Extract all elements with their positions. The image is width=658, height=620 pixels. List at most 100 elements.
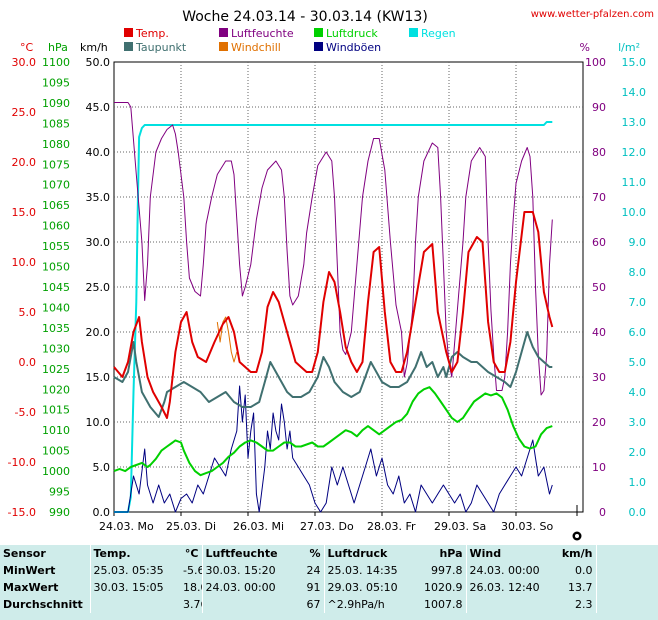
series-line-luftfeuchte	[114, 102, 553, 396]
stats-humidity-time: 30.03. 15:20	[201, 562, 302, 579]
axis-tick-pressure: 1040	[42, 301, 70, 314]
series-line-taupunkt	[113, 331, 553, 418]
axis-tick-humidity: 70	[592, 191, 606, 204]
stats-temp-time: 30.03. 15:05	[89, 579, 180, 596]
axis-tick-temp: 20.0	[12, 156, 37, 169]
stats-temp-value: -5.6	[183, 564, 202, 577]
series-line-regen	[114, 121, 553, 513]
axis-tick-rain: 6.0	[629, 326, 647, 339]
axis-tick-pressure: 1050	[42, 261, 70, 274]
axis-tick-pressure: 1030	[42, 342, 70, 355]
stats-spacer	[595, 596, 658, 613]
axis-tick-humidity: 80	[592, 146, 606, 159]
axis-tick-rain: 11.0	[622, 176, 647, 189]
legend-label: Temp.	[135, 27, 169, 40]
stats-wind-value: 0.0	[575, 564, 593, 577]
x-tick-label: 29.03. Sa	[434, 520, 486, 533]
stats-pressure-time: ^2.9hPa/h	[323, 596, 414, 613]
axis-tick-humidity: 20	[592, 416, 606, 429]
axis-unit-labels: °C hPa km/h% l/m²	[20, 41, 640, 54]
axis-tick-rain: 2.0	[629, 446, 647, 459]
stats-humidity-value: 24	[306, 564, 321, 577]
stats-header-humidity: Luftfeuchte	[201, 545, 302, 562]
axis-tick-temp: 30.0	[12, 56, 37, 69]
stats-wind-value: 2.3	[575, 598, 593, 611]
axis-tick-temp: -15.0	[8, 506, 36, 519]
stats-temp-time	[89, 596, 180, 613]
series-line-luftdruck	[113, 386, 553, 477]
axis-tick-pressure: 1035	[42, 322, 70, 335]
x-tick-label: 30.03. So	[501, 520, 553, 533]
site-link[interactable]: www.wetter-pfalzen.com	[531, 9, 654, 20]
axis-tick-wind: 50.0	[86, 56, 111, 69]
now-dot-ring	[575, 534, 579, 538]
stats-table: Sensor Temp. °C Luftfeuchte % Luftdruck …	[0, 545, 658, 620]
axis-tick-pressure: 990	[49, 506, 70, 519]
x-tick-label: 28.03. Fr	[367, 520, 416, 533]
right-axes: 100908070605040302010015.014.013.012.011…	[585, 56, 646, 519]
stats-humidity-time: 24.03. 00:00	[201, 579, 302, 596]
axis-tick-pressure: 1070	[42, 179, 70, 192]
axis-tick-wind: 10.0	[86, 416, 111, 429]
left-axes: 30.0 25.0 20.0 15.0 10.0 5.0 0.0 -5.0 -10.0 -15.0…	[8, 56, 110, 519]
axis-tick-humidity: 100	[585, 56, 606, 69]
stats-row-label: Durchschnitt	[3, 598, 83, 611]
weather-chart: Woche 24.03.14 - 30.03.14 (KW13) www.wet…	[8, 9, 654, 541]
axis-tick-temp: 5.0	[19, 306, 37, 319]
axis-tick-pressure: 1005	[42, 445, 70, 458]
stats-temp-time: 25.03. 05:35	[89, 562, 180, 579]
stats-spacer	[595, 562, 658, 579]
stats-pressure-time: 29.03. 05:10	[323, 579, 414, 596]
stats-wind-value: 13.7	[568, 581, 593, 594]
stats-row-min: MinWert 25.03. 05:35 -5.6 30.03. 15:20 2…	[0, 562, 658, 579]
axis-tick-pressure: 1020	[42, 383, 70, 396]
stats-header-wind: Wind	[465, 545, 546, 562]
stats-header-temp: Temp.	[89, 545, 180, 562]
axis-tick-temp: 25.0	[12, 106, 37, 119]
stats-humidity-value: 91	[306, 581, 321, 594]
axis-tick-rain: 4.0	[629, 386, 647, 399]
axis-tick-rain: 8.0	[629, 266, 647, 279]
axis-unit-rain: l/m²	[618, 41, 640, 54]
series-line-windben	[114, 385, 553, 513]
axis-unit-humidity: %	[580, 41, 590, 54]
stats-pressure-value: 997.8	[431, 564, 463, 577]
stats-header-sensor: Sensor	[3, 547, 46, 560]
series-line-windchill	[216, 316, 238, 363]
axis-tick-humidity: 60	[592, 236, 606, 249]
stats-header-row: Sensor Temp. °C Luftfeuchte % Luftdruck …	[0, 545, 658, 562]
axis-tick-pressure: 1000	[42, 465, 70, 478]
stats-row-max: MaxWert 30.03. 15:05 18.0 24.03. 00:00 9…	[0, 579, 658, 596]
axis-tick-humidity: 30	[592, 371, 606, 384]
axis-tick-humidity: 10	[592, 461, 606, 474]
stats-wind-time	[465, 596, 546, 613]
axis-unit-temp: °C	[20, 41, 34, 54]
axis-tick-rain: 14.0	[622, 86, 647, 99]
stats-temp-value: 3.76	[183, 598, 202, 611]
axis-tick-temp: -5.0	[15, 406, 36, 419]
axis-unit-pressure: hPa	[48, 41, 68, 54]
stats-spacer	[595, 579, 658, 596]
axis-tick-pressure: 1090	[42, 97, 70, 110]
axis-tick-pressure: 1015	[42, 404, 70, 417]
stats-header-pressure-unit: hPa	[439, 547, 463, 560]
legend-swatch	[314, 42, 323, 51]
legend-label: Luftfeuchte	[231, 27, 294, 40]
x-tick-label: 27.03. Do	[300, 520, 354, 533]
axis-tick-wind: 45.0	[86, 101, 111, 114]
stats-row-avg: Durchschnitt 3.76 67 ^2.9hPa/h 1007.8 2.…	[0, 596, 658, 613]
axis-tick-pressure: 1065	[42, 199, 70, 212]
axis-tick-humidity: 50	[592, 281, 606, 294]
x-tick-label: 26.03. Mi	[233, 520, 284, 533]
legend-swatch	[219, 28, 228, 37]
legend-swatch	[124, 28, 133, 37]
axis-tick-pressure: 1095	[42, 76, 70, 89]
stats-humidity-time	[201, 596, 302, 613]
axis-tick-wind: 40.0	[86, 146, 111, 159]
stats-header-wind-unit: km/h	[561, 547, 593, 560]
legend-swatch	[314, 28, 323, 37]
stats-row-label: MinWert	[3, 564, 56, 577]
axis-tick-rain: 0.0	[629, 506, 647, 519]
axis-tick-humidity: 0	[599, 506, 606, 519]
legend-label: Luftdruck	[326, 27, 378, 40]
